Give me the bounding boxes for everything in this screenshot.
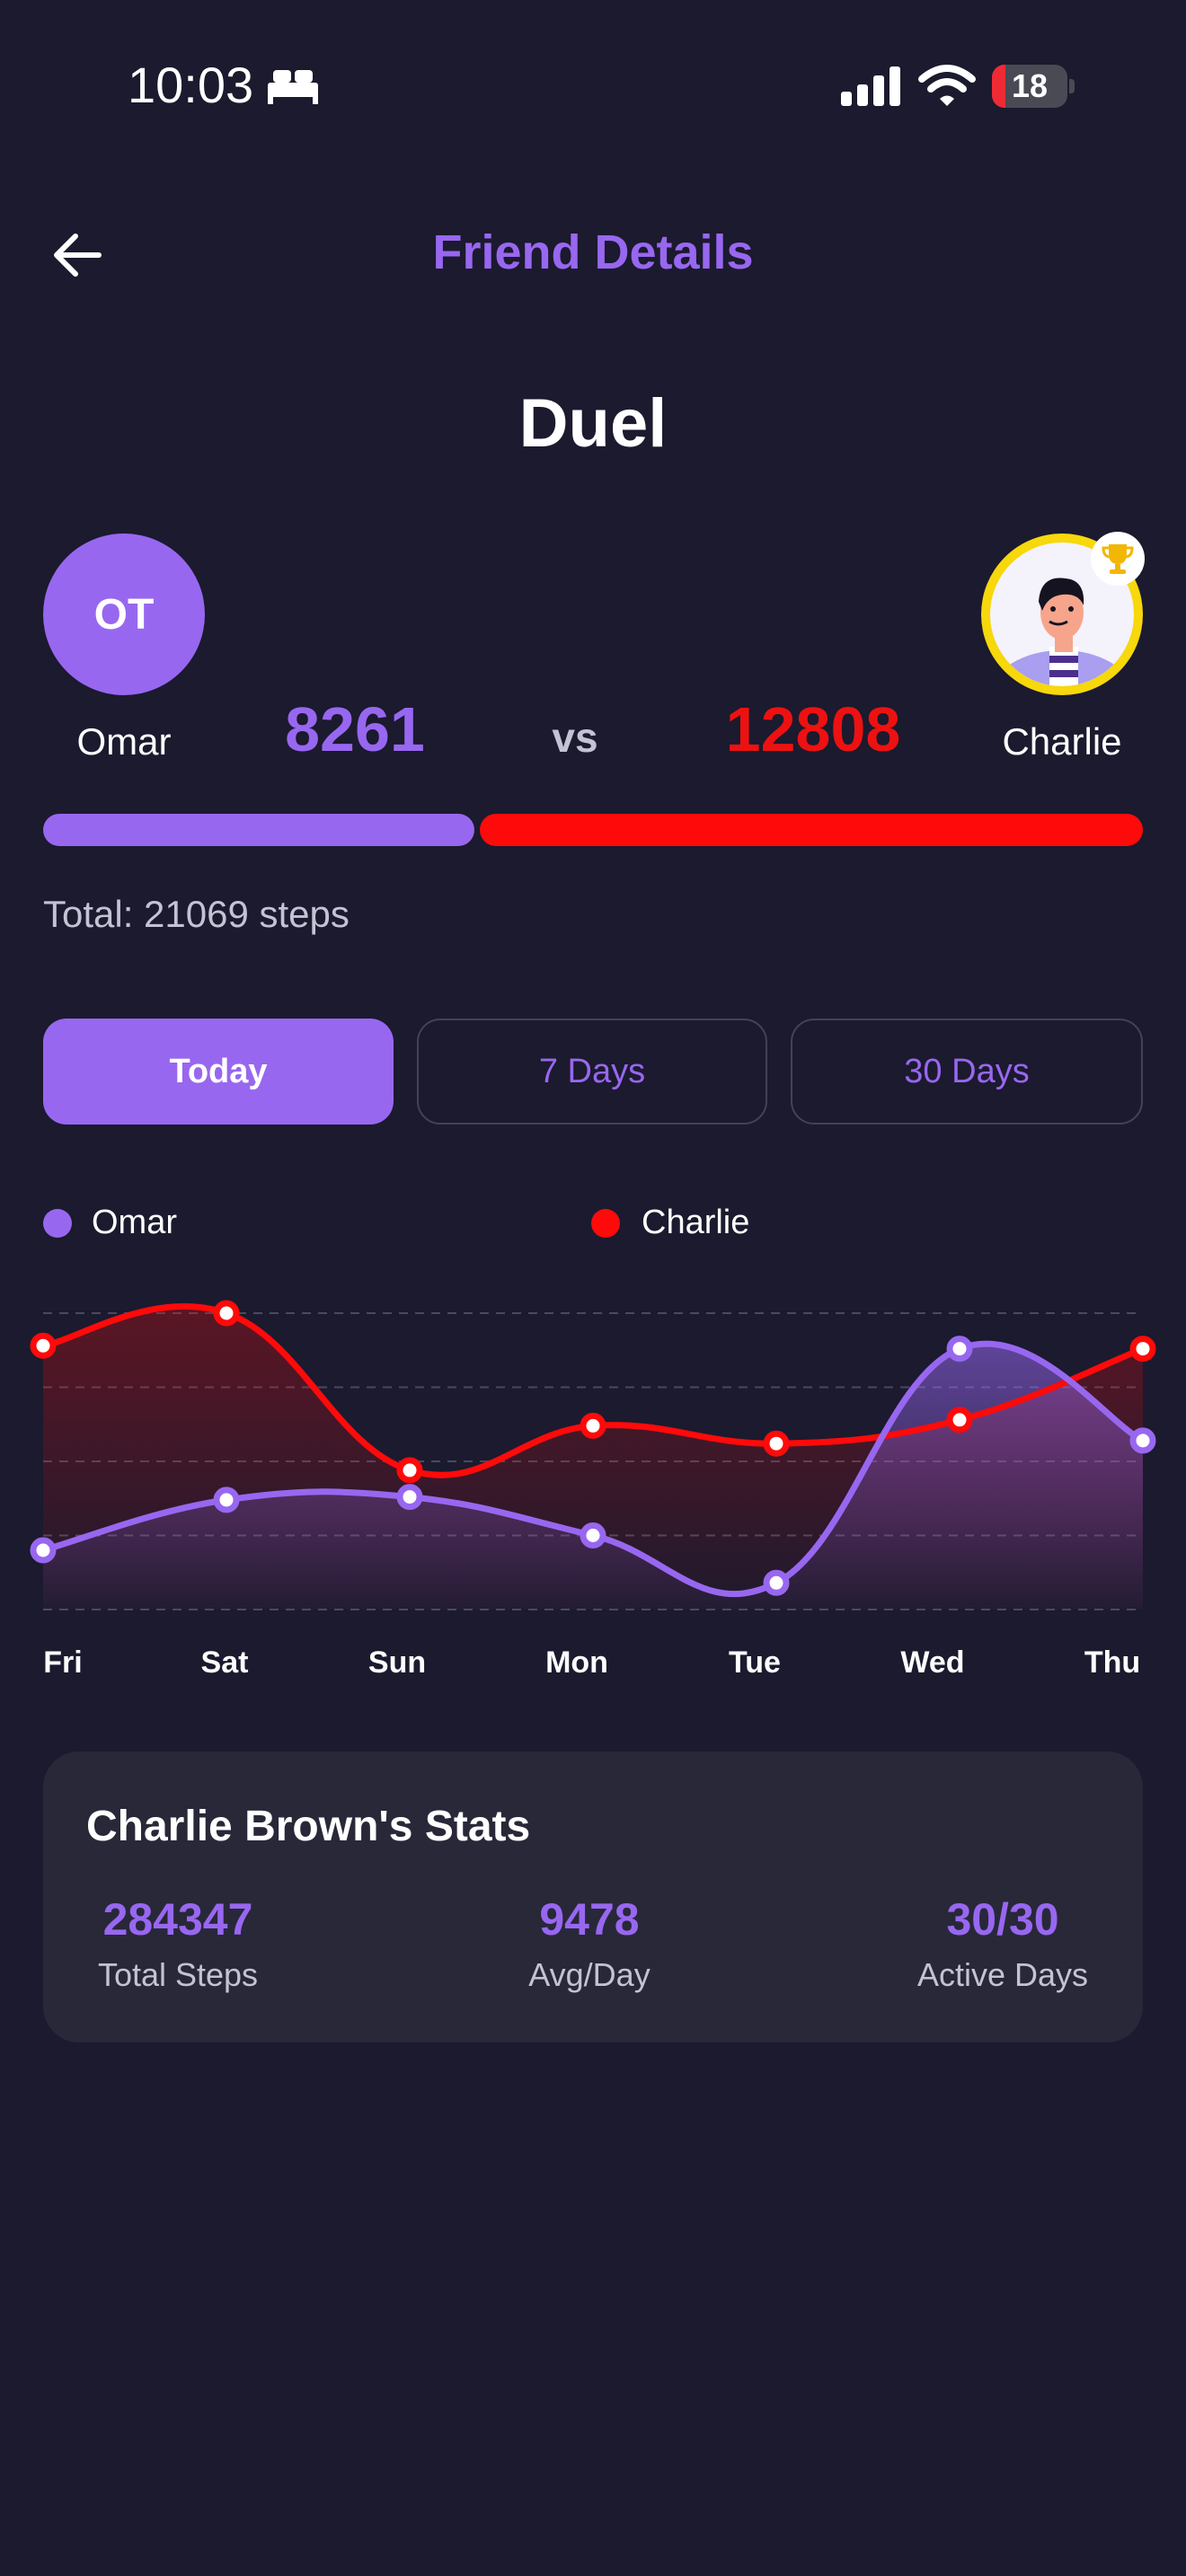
point-charlie-thu: [1129, 1336, 1156, 1363]
avatar-omar: OT: [43, 534, 205, 695]
score-omar: 8261: [285, 694, 425, 764]
person-illustration-icon: [993, 578, 1131, 686]
page-title: Friend Details: [432, 225, 754, 279]
trophy-badge: [1091, 532, 1145, 586]
x-tick-sat: Sat: [200, 1645, 249, 1680]
point-omar-sun: [396, 1484, 423, 1511]
point-omar-thu: [1129, 1427, 1156, 1454]
progress-charlie: [480, 814, 1143, 846]
x-tick-tue: Tue: [729, 1645, 781, 1680]
stat-total-steps-label: Total Steps: [97, 1956, 259, 1993]
area-omar: [43, 1344, 1143, 1610]
progress-omar: [43, 814, 474, 846]
point-omar-sat: [213, 1486, 240, 1513]
tab-30-days[interactable]: 30 Days: [791, 1019, 1143, 1125]
point-omar-mon: [580, 1522, 606, 1548]
legend-dot-charlie: [591, 1209, 620, 1238]
x-tick-thu: Thu: [1084, 1645, 1141, 1680]
vs-label: vs: [552, 714, 598, 761]
avatar-charlie: [981, 534, 1143, 695]
wifi-icon: [918, 65, 976, 106]
trophy-icon: [1102, 544, 1134, 574]
legend-label-omar: Omar: [92, 1204, 177, 1241]
point-charlie-mon: [580, 1412, 606, 1439]
stat-avg-day-value: 9478: [539, 1894, 640, 1945]
point-omar-tue: [763, 1569, 790, 1596]
point-charlie-wed: [946, 1407, 973, 1434]
duel-title: Duel: [518, 385, 668, 462]
avatar-initials: OT: [93, 590, 155, 639]
point-charlie-tue: [763, 1430, 790, 1457]
total-steps: Total: 21069 steps: [43, 893, 350, 935]
x-tick-sun: Sun: [367, 1645, 427, 1680]
x-tick-fri: Fri: [43, 1645, 83, 1680]
back-button[interactable]: [41, 219, 113, 291]
x-tick-mon: Mon: [545, 1645, 608, 1680]
tab-today[interactable]: Today: [43, 1019, 394, 1125]
point-charlie-fri: [30, 1332, 57, 1359]
stat-avg-day-label: Avg/Day: [528, 1956, 651, 1993]
battery-percent: 18: [1011, 67, 1049, 104]
cellular-signal-icon: [841, 66, 900, 106]
score-charlie: 12808: [725, 694, 901, 764]
steps-chart: [30, 1300, 1156, 1610]
stats-title: Charlie Brown's Stats: [86, 1803, 531, 1850]
player-name-charlie: Charlie: [1002, 720, 1122, 763]
point-charlie-sun: [396, 1457, 423, 1484]
status-time: 10:03: [128, 57, 254, 113]
bed-icon: [268, 70, 318, 104]
stats-card: [43, 1751, 1143, 2042]
stat-active-days-value: 30/30: [946, 1894, 1059, 1945]
player-name-omar: Omar: [76, 720, 172, 763]
point-charlie-sat: [213, 1300, 240, 1327]
arrow-left-icon: [54, 234, 102, 277]
legend-label-charlie: Charlie: [642, 1204, 750, 1241]
stat-total-steps-value: 284347: [102, 1894, 253, 1945]
stat-active-days-label: Active Days: [916, 1956, 1089, 1993]
point-omar-wed: [946, 1336, 973, 1363]
legend-dot-omar: [43, 1209, 72, 1238]
point-omar-fri: [30, 1537, 57, 1564]
x-tick-wed: Wed: [900, 1645, 965, 1680]
tab-7-days[interactable]: 7 Days: [417, 1019, 767, 1125]
battery-indicator: 18: [992, 65, 1075, 108]
